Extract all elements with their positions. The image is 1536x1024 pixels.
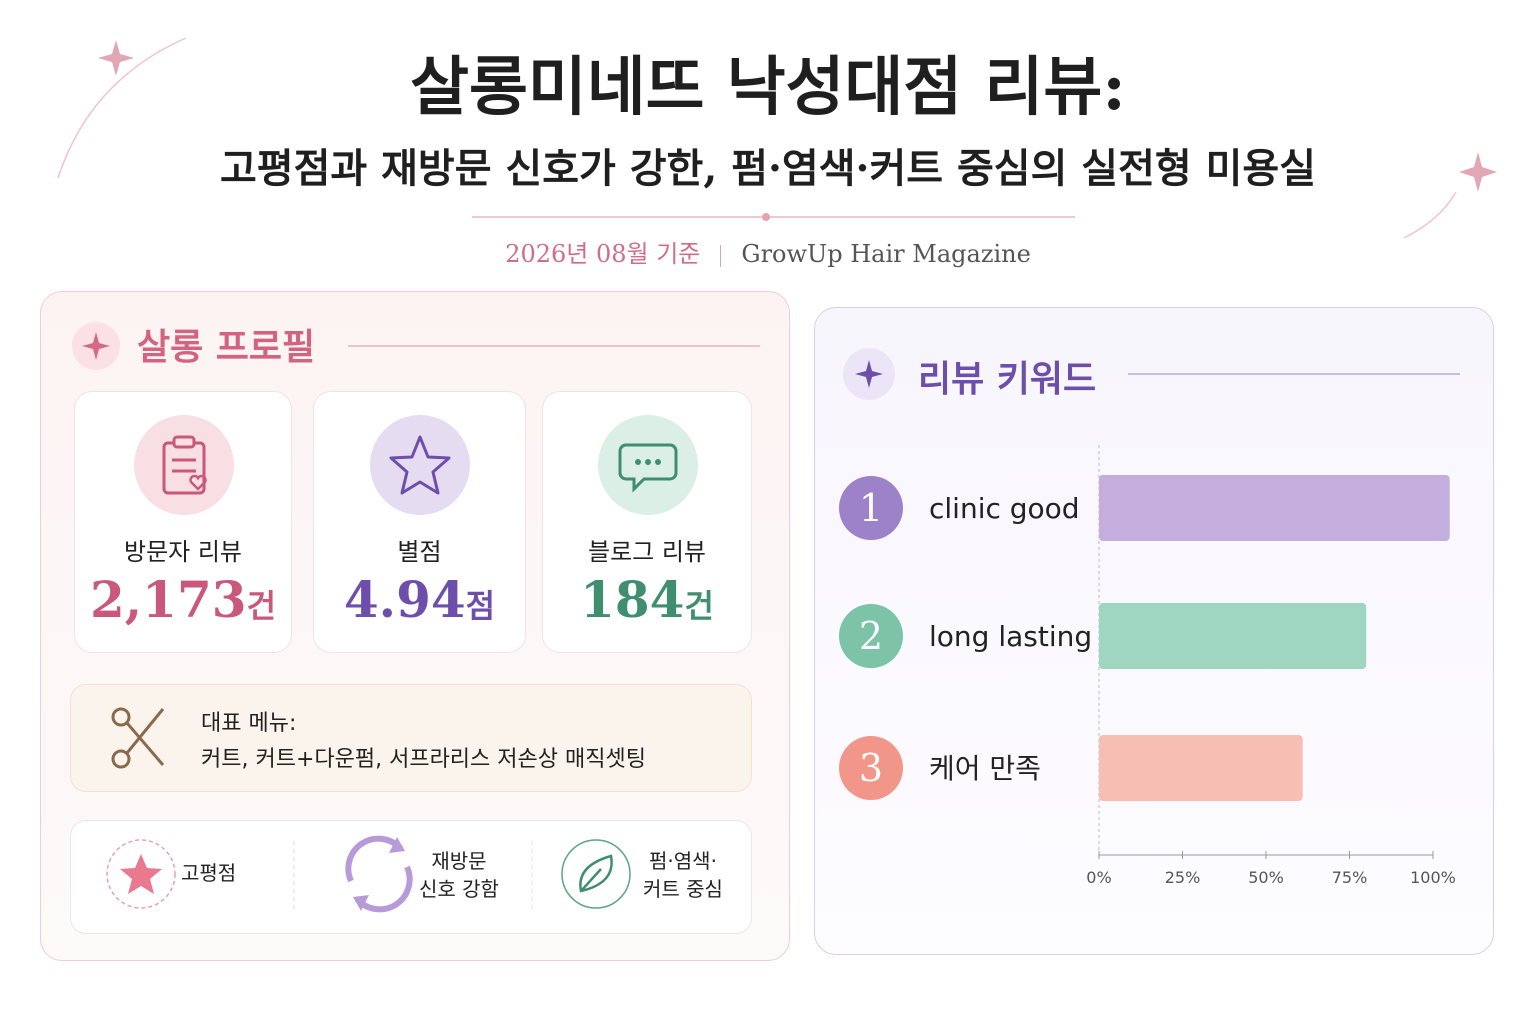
x-tick-label: 0% <box>1086 868 1111 887</box>
badge-line: 펌·염색· <box>649 849 717 873</box>
icon-scissors <box>111 707 165 769</box>
badge-line: 커트 중심 <box>643 877 723 901</box>
x-tick-label: 25% <box>1165 868 1201 887</box>
category-label: clinic good <box>929 492 1080 525</box>
stat-value: 2,173건 <box>75 570 291 629</box>
badge-text: 고평점 <box>181 859 236 887</box>
menu-label: 대표 메뉴: <box>201 711 297 736</box>
x-tick-label: 75% <box>1332 868 1368 887</box>
title: 살롱미네뜨 낙성대점 리뷰: <box>410 50 1126 125</box>
chart-title: 리뷰 키워드 <box>918 358 1097 400</box>
badge-line: 고평점 <box>181 861 237 885</box>
stat-value: 4.94점 <box>314 570 525 629</box>
bar <box>1099 475 1450 541</box>
stat-label: 별점 <box>397 538 442 566</box>
stat-unit: 건 <box>246 587 277 625</box>
badge-line: 재방문 <box>431 849 487 873</box>
profile-header-decor <box>72 322 760 370</box>
stat-unit: 건 <box>684 587 714 625</box>
source: GrowUp Hair Magazine <box>741 240 1031 268</box>
icon-star <box>370 415 470 515</box>
rank-label: 2 <box>859 614 883 658</box>
stat-label: 블로그 리뷰 <box>587 538 707 566</box>
keyword-chart: 0% 25% 50% 75% 100% 1 clinic good 2 long lasting… <box>839 348 1460 887</box>
stat-value: 184건 <box>543 570 751 629</box>
stat-number: 2,173 <box>89 570 247 629</box>
rank-label: 3 <box>859 746 883 790</box>
bar <box>1099 603 1367 669</box>
badge-icons <box>106 835 631 913</box>
x-tick-label: 50% <box>1248 868 1284 887</box>
stat-number: 184 <box>580 570 685 629</box>
category-label: 케어 만족 <box>929 752 1041 785</box>
meta: 2026년 08월 기준 GrowUp Hair Magazine <box>0 234 1536 269</box>
stat-label: 방문자 리뷰 <box>123 538 243 566</box>
badge-line: 신호 강함 <box>419 877 499 901</box>
rank-label: 1 <box>859 486 883 530</box>
rank-badge <box>839 476 903 540</box>
category-label: long lasting <box>929 620 1092 653</box>
rank-badge <box>839 604 903 668</box>
badge-text: 펌·염색· 커트 중심 <box>643 847 723 903</box>
rank-badge <box>839 736 903 800</box>
stat-unit: 점 <box>465 587 496 625</box>
icon-chat <box>598 415 698 515</box>
separator <box>720 244 722 267</box>
menu-box: 대표 메뉴: 커트, 커트+다운펌, 서프라리스 저손상 매직셋팅 <box>70 684 752 792</box>
header-icon <box>855 360 883 388</box>
x-tick-label: 100% <box>1410 868 1456 887</box>
stat-card: 블로그 리뷰 184건 <box>542 391 752 653</box>
icon-clipboard <box>134 415 234 515</box>
profile-title: 살롱 프로필 <box>137 326 316 368</box>
stat-card: 방문자 리뷰 2,173건 <box>74 391 292 653</box>
bar <box>1099 735 1303 801</box>
stat-card: 별점 4.94점 <box>313 391 526 653</box>
subtitle: 고평점과 재방문 신호가 강한, 펌·염색·커트 중심의 실전형 미용실 <box>219 145 1317 192</box>
date: 2026년 08월 기준 <box>505 240 701 268</box>
stat-number: 4.94 <box>343 570 466 629</box>
menu-items: 커트, 커트+다운펌, 서프라리스 저손상 매직셋팅 <box>201 747 646 772</box>
